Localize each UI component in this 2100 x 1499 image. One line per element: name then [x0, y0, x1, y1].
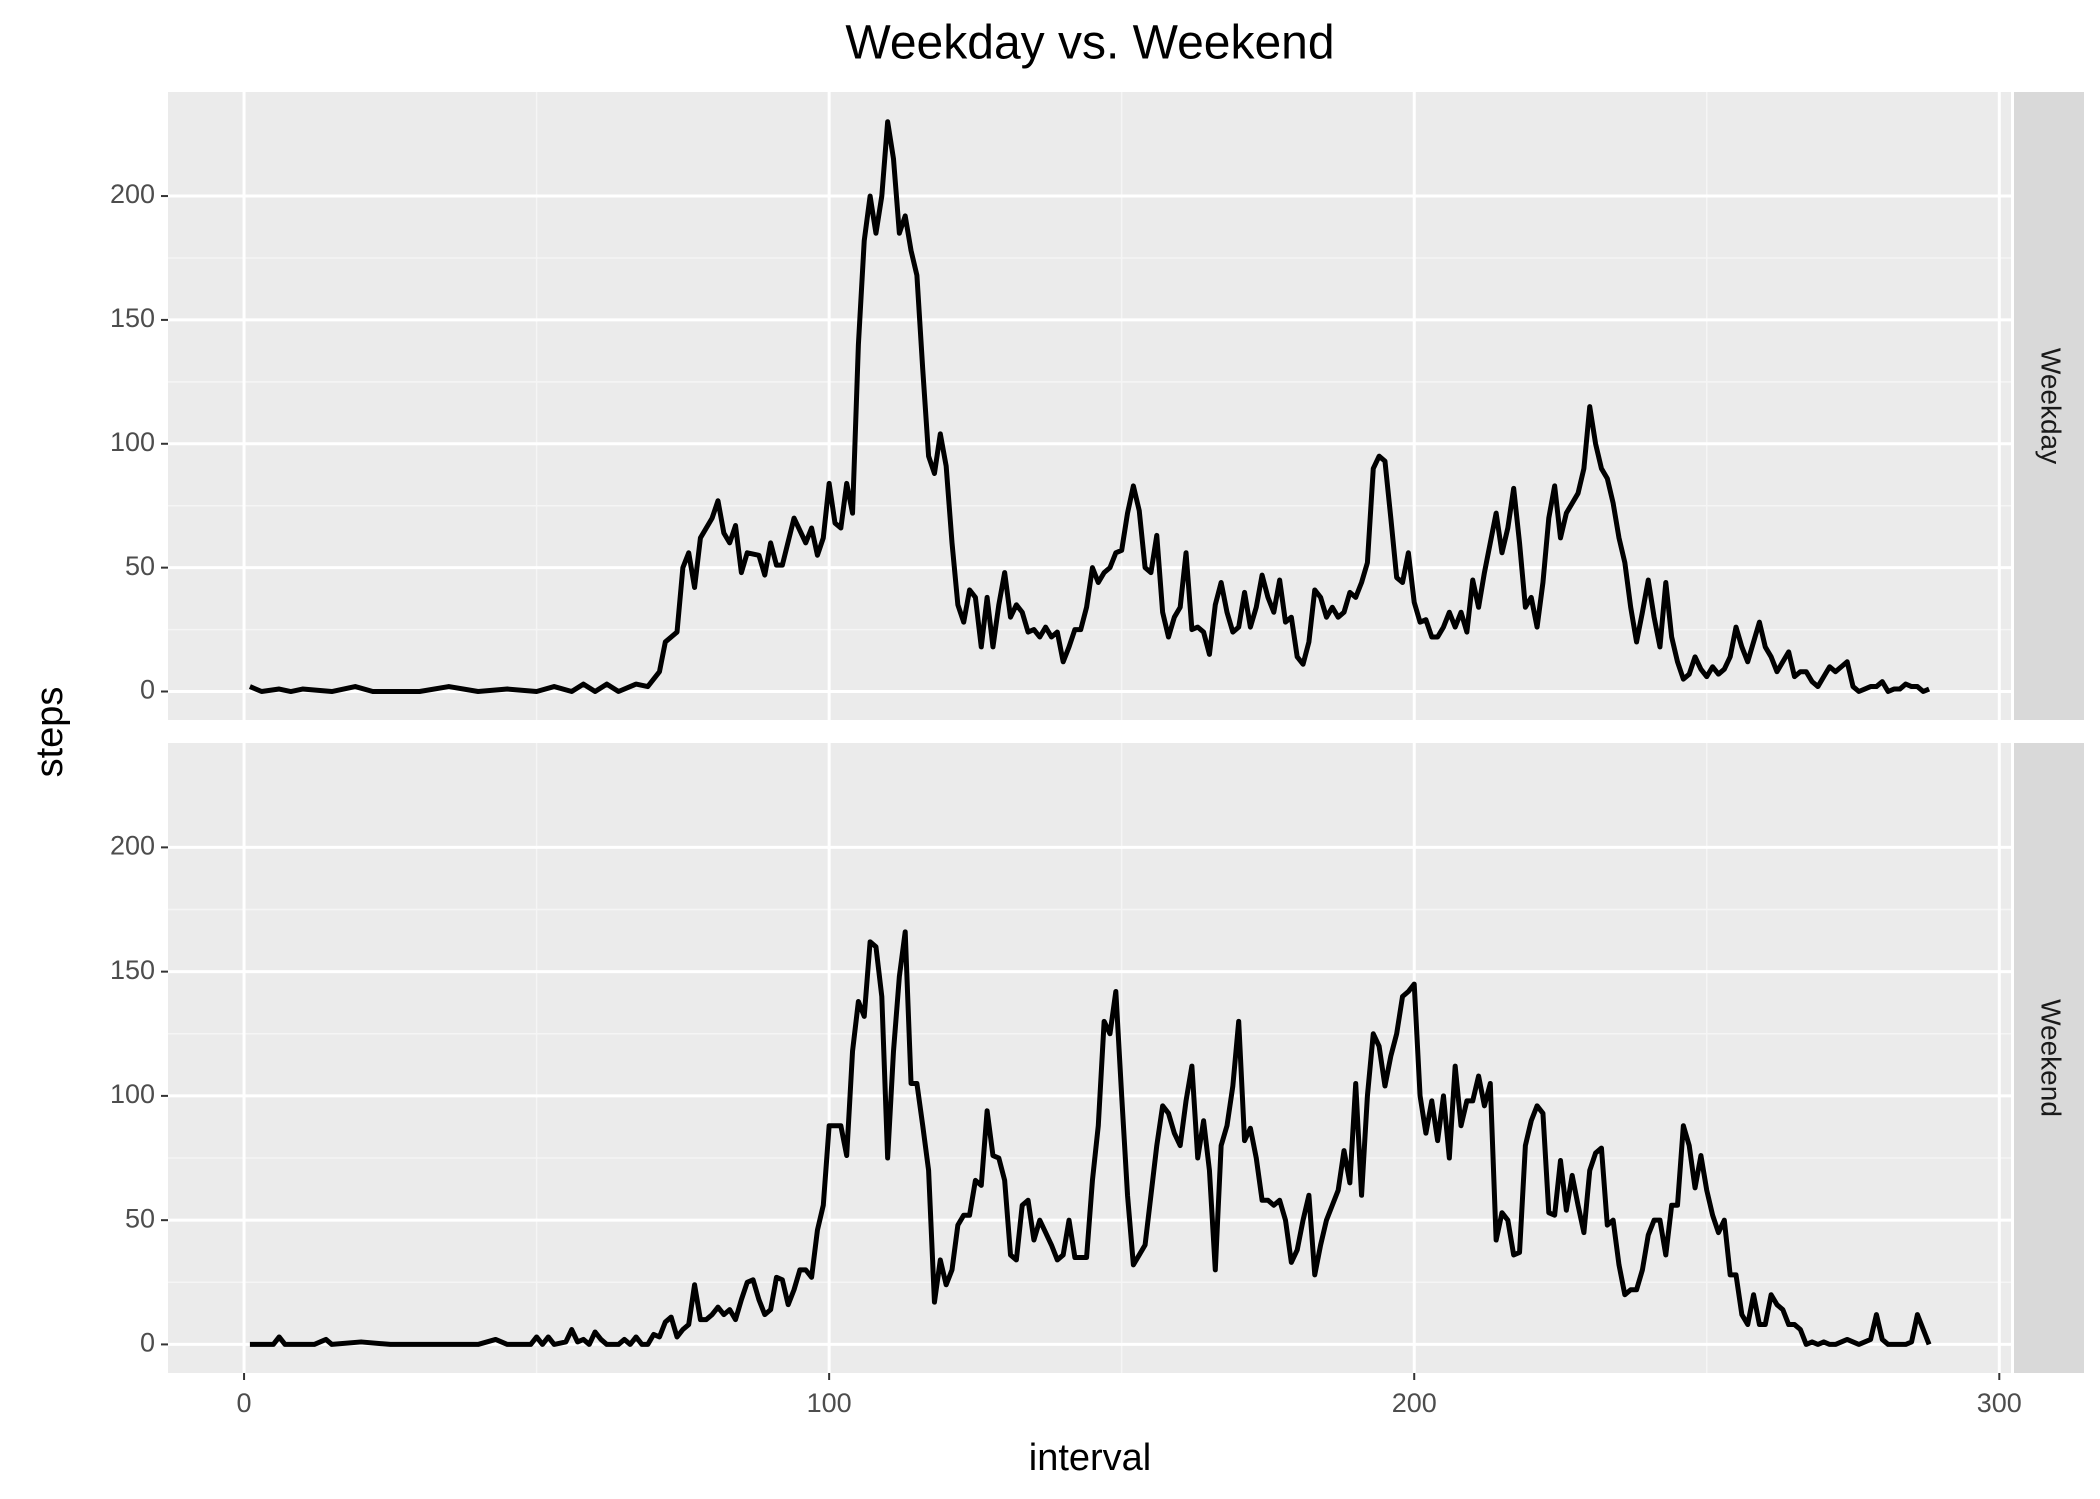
y-tick-label: 100 — [110, 427, 155, 457]
y-tick-label: 0 — [140, 1328, 155, 1358]
y-tick-label: 0 — [140, 675, 155, 705]
x-axis-title: interval — [1029, 1437, 1152, 1479]
y-tick-label: 100 — [110, 1079, 155, 1109]
facet-label: Weekend — [2036, 999, 2067, 1117]
x-tick-label: 300 — [1977, 1388, 2022, 1418]
data-line — [249, 929, 1932, 1347]
y-tick-label: 200 — [110, 179, 155, 209]
y-tick-label: 150 — [110, 303, 155, 333]
y-tick-label: 150 — [110, 955, 155, 985]
strip-background — [2014, 743, 2084, 1373]
chart-title: Weekday vs. Weekend — [845, 17, 1334, 70]
x-tick-label: 100 — [807, 1388, 852, 1418]
y-axis-title: steps — [29, 687, 71, 778]
y-tick-label: 50 — [125, 1203, 155, 1233]
facet-label: Weekday — [2036, 348, 2067, 464]
y-tick-label: 200 — [110, 831, 155, 861]
strip-background — [2014, 92, 2084, 720]
data-line — [248, 119, 1931, 695]
x-tick-label: 200 — [1392, 1388, 1437, 1418]
y-tick-label: 50 — [125, 551, 155, 581]
x-tick-label: 0 — [237, 1388, 252, 1418]
